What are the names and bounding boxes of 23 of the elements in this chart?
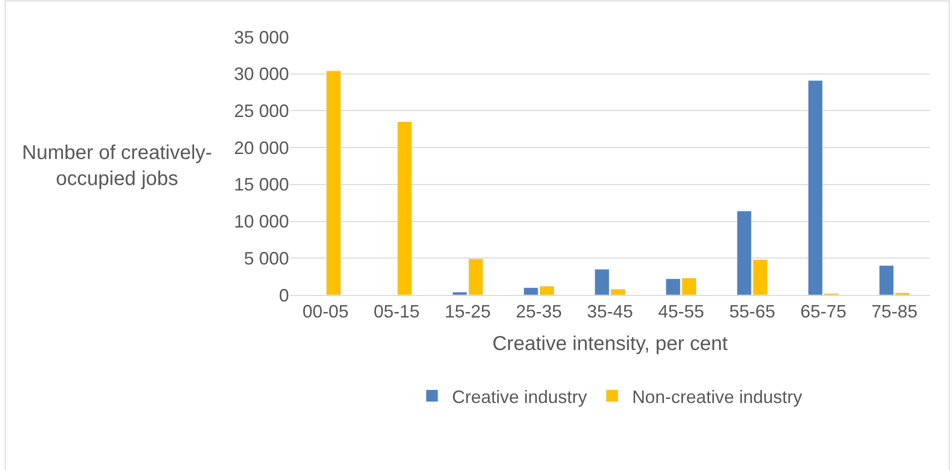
y-tick-label: 15 000 bbox=[234, 174, 289, 195]
x-tick-label: 75-85 bbox=[871, 302, 918, 322]
x-tick-label: 45-55 bbox=[658, 302, 704, 322]
x-tick-label: 15-25 bbox=[444, 302, 491, 322]
y-tick-label: 5 000 bbox=[244, 248, 289, 268]
y-tick-label: 10 000 bbox=[234, 212, 289, 232]
y-tick-label: 25 000 bbox=[234, 101, 289, 122]
x-tick-label: 00-05 bbox=[302, 302, 349, 322]
x-tick-label: 25-35 bbox=[516, 302, 562, 322]
bar bbox=[326, 70, 342, 295]
bar bbox=[397, 122, 412, 295]
x-axis-title: Creative intensity, per cent bbox=[492, 333, 728, 356]
x-tick-label: 55-65 bbox=[729, 302, 776, 322]
x-tick-label: 35-45 bbox=[586, 302, 634, 322]
y-tick-label: 30 000 bbox=[234, 64, 289, 84]
y-axis-title: Number of creatively- occupied jobs bbox=[22, 142, 212, 190]
legend-label: Non-creative industry bbox=[632, 386, 802, 407]
y-tick-label: 0 bbox=[278, 285, 289, 306]
y-tick-label: 35 000 bbox=[234, 27, 289, 48]
x-tick-label: 65-75 bbox=[800, 302, 846, 322]
y-tick-label: 20 000 bbox=[234, 138, 289, 158]
x-tick-label: 05-15 bbox=[374, 302, 420, 322]
legend-label: Creative industry bbox=[452, 386, 588, 407]
